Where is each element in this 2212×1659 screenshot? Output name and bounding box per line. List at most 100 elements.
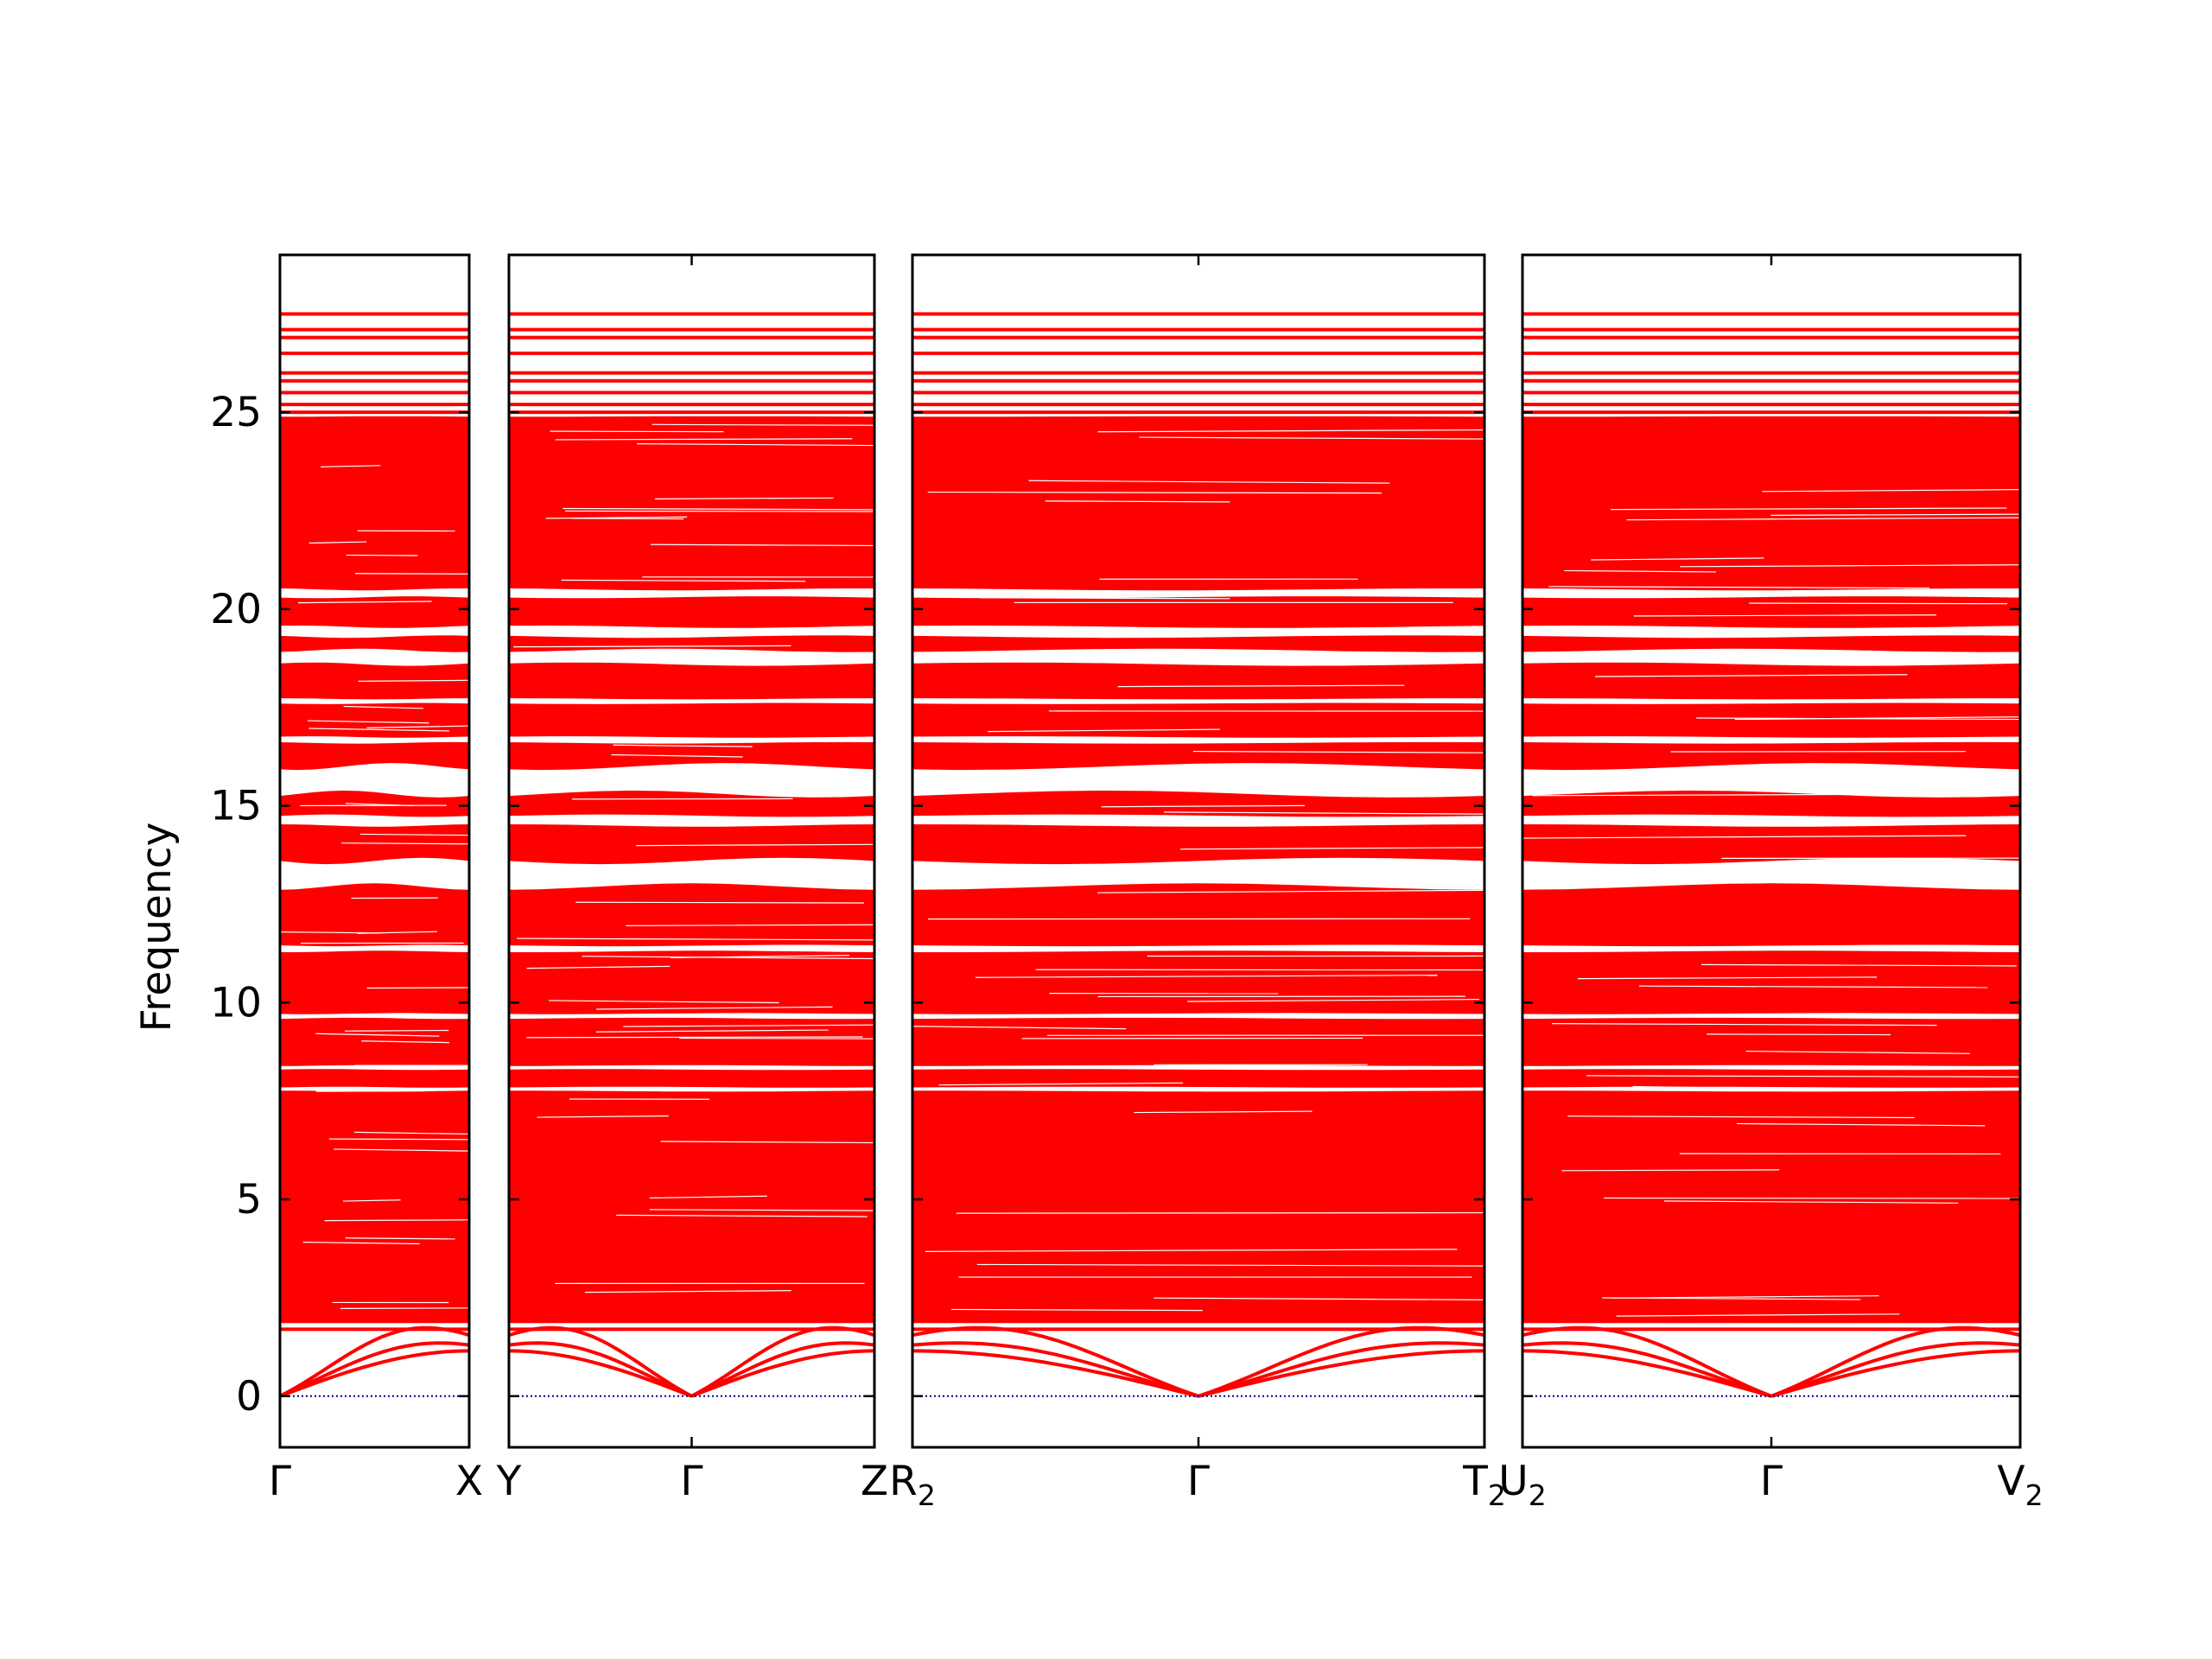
band-texture-line xyxy=(938,1082,1184,1086)
band-texture-line xyxy=(1187,998,1480,1002)
x-tick-label: U2 xyxy=(1498,1458,1546,1512)
x-tick-label: X xyxy=(455,1458,483,1505)
band-gap xyxy=(509,736,874,744)
band-gap xyxy=(1522,648,2020,666)
band-gap xyxy=(280,1013,469,1020)
band-texture-line xyxy=(1626,517,2020,521)
band-texture-line xyxy=(1736,1122,1986,1127)
band-texture-line xyxy=(613,744,753,747)
band-gap xyxy=(1522,1065,2020,1071)
band-texture-line xyxy=(1097,429,1484,433)
x-tick-label: Γ xyxy=(1187,1458,1210,1505)
band-texture-line xyxy=(298,601,432,604)
acoustic-branch xyxy=(1522,1325,1772,1398)
acoustic-branch xyxy=(509,1349,693,1398)
band-gap xyxy=(280,814,469,827)
acoustic-branch xyxy=(1198,1349,1484,1398)
acoustic-branch xyxy=(1770,1325,2020,1398)
band-texture-line xyxy=(1663,1200,1959,1204)
x-tick-label: Γ xyxy=(269,1458,291,1505)
band-texture-line xyxy=(1564,569,1717,573)
band-texture-line xyxy=(358,679,469,682)
band-gap xyxy=(509,763,874,798)
acoustic-branch xyxy=(280,1349,469,1398)
panel-4 xyxy=(1521,253,2022,1449)
x-tick-label: Γ xyxy=(680,1458,702,1505)
band-texture-line xyxy=(1707,1033,1891,1036)
acoustic-branch xyxy=(280,1341,469,1398)
band-gap xyxy=(912,588,1484,599)
band-gap xyxy=(1522,588,2020,599)
band-texture-line xyxy=(1101,804,1305,808)
x-tick-label: V2 xyxy=(1997,1458,2043,1512)
band-texture-line xyxy=(950,1308,1203,1312)
y-axis-label: Frequency xyxy=(133,823,181,1033)
band-texture-line xyxy=(513,645,791,648)
acoustic-branch xyxy=(690,1341,874,1398)
band-texture-line xyxy=(537,1115,669,1118)
band-texture-line xyxy=(660,1141,874,1144)
x-tick-label: Z xyxy=(861,1458,888,1505)
acoustic-branch xyxy=(509,1325,693,1398)
band-gap xyxy=(912,944,1484,952)
band-texture-line xyxy=(1532,793,2010,797)
band-gap xyxy=(280,698,469,704)
band-texture-line xyxy=(1602,1297,1861,1300)
acoustic-branch xyxy=(690,1325,874,1398)
x-tick-label: Y xyxy=(496,1458,522,1505)
band-texture-line xyxy=(1610,507,2007,511)
band-texture-line xyxy=(1680,564,2020,568)
band-texture-line xyxy=(1028,480,1390,484)
y-tick-label: 0 xyxy=(236,1373,262,1421)
band-texture-line xyxy=(596,1029,829,1033)
band-texture-line xyxy=(1045,500,1230,503)
band-texture-line xyxy=(1586,1075,2020,1077)
band-texture-line xyxy=(1770,513,2020,516)
acoustic-branch xyxy=(912,1349,1199,1398)
band-gap xyxy=(912,648,1484,666)
band-texture-line xyxy=(308,728,450,732)
panel-frame xyxy=(278,253,471,1449)
band-texture-line xyxy=(1523,835,1967,839)
acoustic-branch xyxy=(1522,1349,1772,1398)
band-texture-line xyxy=(345,1029,449,1032)
band-gap xyxy=(1522,814,2020,827)
acoustic-branch xyxy=(690,1349,874,1398)
band-texture-line xyxy=(526,965,671,969)
band-texture-line xyxy=(345,1237,455,1240)
band-texture-line xyxy=(340,1307,469,1309)
band-texture-line xyxy=(343,1199,401,1202)
band-gap xyxy=(509,857,874,890)
band-texture-line xyxy=(925,1249,1458,1252)
band-gap xyxy=(912,1013,1484,1020)
band-gap xyxy=(509,648,874,666)
band-texture-line xyxy=(1117,684,1405,688)
band-texture-line xyxy=(611,753,743,758)
x-tick-label: Γ xyxy=(1760,1458,1783,1505)
y-tick-label: 20 xyxy=(210,586,262,633)
band-texture-line xyxy=(652,423,874,426)
acoustic-branch xyxy=(280,1325,469,1398)
band-texture-line xyxy=(517,938,874,941)
band-texture-line xyxy=(555,438,853,441)
band-texture-line xyxy=(654,497,834,499)
band-texture-line xyxy=(545,516,688,519)
band-texture-line xyxy=(549,1000,779,1004)
band-gap xyxy=(912,626,1484,639)
plot-panels xyxy=(278,253,2022,1449)
panel-1 xyxy=(278,253,471,1449)
band-texture-line xyxy=(635,843,874,847)
band-texture-line xyxy=(1639,985,1988,988)
band-texture-line xyxy=(1134,1110,1313,1114)
band-gap xyxy=(280,763,469,798)
band-texture-line xyxy=(324,1219,469,1222)
band-texture-line xyxy=(1567,1116,1915,1119)
band-gap xyxy=(509,814,874,827)
band-texture-line xyxy=(307,720,429,724)
band-texture-line xyxy=(1154,1297,1484,1300)
band-texture-line xyxy=(366,725,469,728)
band-texture-line xyxy=(979,597,1230,600)
acoustic-branch xyxy=(1522,1341,1772,1398)
acoustic-branch xyxy=(509,1341,693,1398)
